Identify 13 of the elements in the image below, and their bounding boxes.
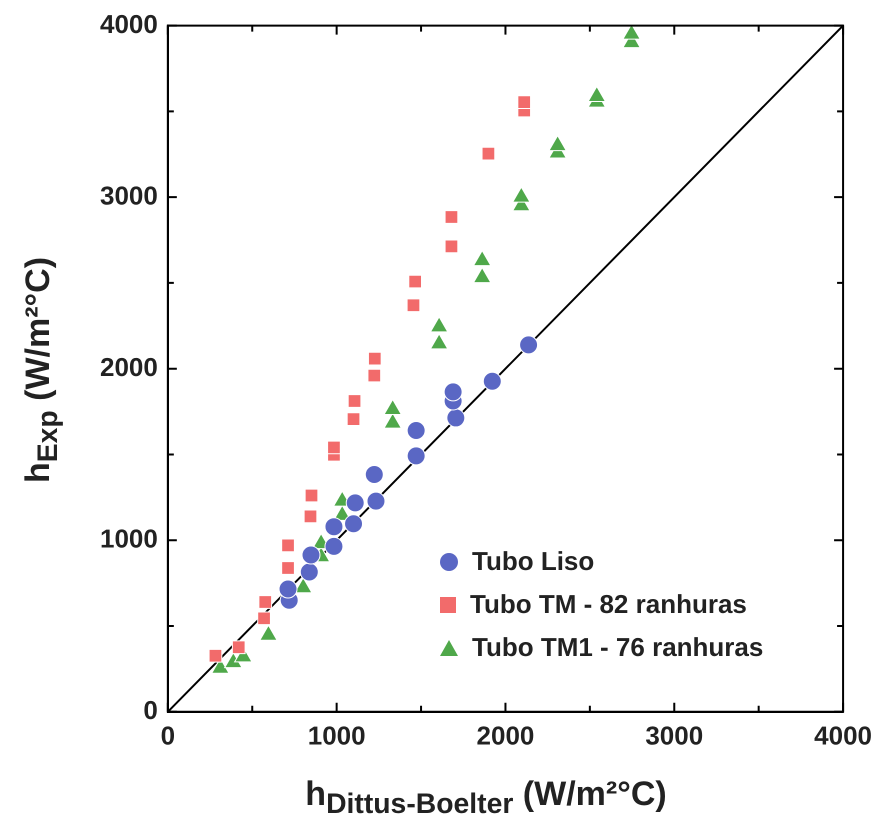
y-tick-label: 1000: [100, 523, 158, 554]
y-tick-label: 0: [143, 694, 158, 725]
legend-label: Tubo Liso: [472, 546, 594, 577]
x-tick-label: 4000: [814, 720, 872, 751]
y-tick-label: 3000: [100, 180, 158, 210]
x-tick-label: 2000: [476, 720, 534, 751]
y-tick-label: 4000: [100, 8, 158, 39]
x-tick-label: 1000: [308, 720, 366, 751]
legend-label: Tubo TM1 - 76 ranhuras: [472, 632, 764, 663]
x-axis-title: h$_{Dittus-Boelter}$ (W/m²°C): [304, 775, 668, 821]
legend-label: Tubo TM - 82 ranhuras: [470, 589, 747, 620]
x-tick-label: 3000: [645, 720, 704, 751]
y-tick-label: 2000: [100, 352, 158, 382]
